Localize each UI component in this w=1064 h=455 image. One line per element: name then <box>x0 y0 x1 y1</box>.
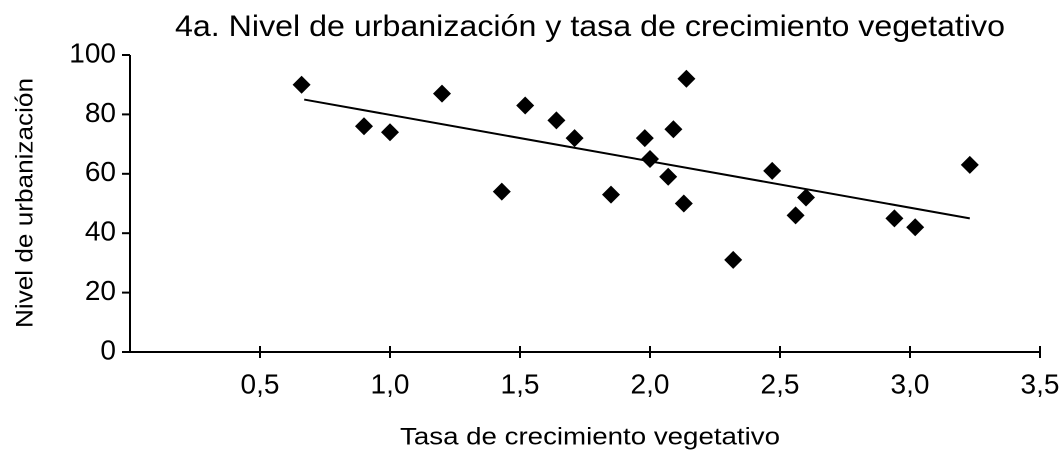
point <box>786 206 805 225</box>
y-tick-label: 40 <box>85 216 116 247</box>
point <box>635 129 654 148</box>
point <box>381 123 399 142</box>
point <box>724 250 743 269</box>
point <box>960 155 979 174</box>
point <box>492 182 511 201</box>
y-tick-label: 0 <box>100 334 116 365</box>
point <box>355 117 373 136</box>
point <box>677 69 696 88</box>
x-tick-label: 3,0 <box>891 368 930 399</box>
y-axis-label: Nivel de urbanización <box>11 78 38 328</box>
x-tick-label: 0,5 <box>241 368 280 399</box>
x-tick-label: 2,5 <box>761 368 800 399</box>
point <box>659 167 678 186</box>
x-tick-label: 1,0 <box>371 368 410 399</box>
chart-title: 4a. Nivel de urbanización y tasa de crec… <box>175 10 1005 43</box>
y-tick-label: 80 <box>85 97 116 128</box>
y-tick-label: 60 <box>85 156 116 187</box>
x-tick-label: 1,5 <box>501 368 540 399</box>
point <box>565 129 584 148</box>
point <box>763 161 782 180</box>
point <box>664 120 683 139</box>
point <box>641 149 659 168</box>
point <box>906 218 925 237</box>
trend-line <box>304 98 970 220</box>
point <box>674 194 693 213</box>
y-tick-label: 100 <box>69 37 116 68</box>
point <box>292 75 311 94</box>
x-axis-label: Tasa de crecimiento vegetativo <box>400 423 780 450</box>
point <box>433 84 451 103</box>
point <box>547 111 566 130</box>
point <box>516 96 535 115</box>
y-tick-label: 20 <box>85 275 116 306</box>
x-tick-label: 3,5 <box>1021 368 1060 399</box>
point <box>602 185 620 204</box>
point <box>797 188 815 207</box>
point <box>885 209 904 228</box>
x-tick-label: 2,0 <box>631 368 670 399</box>
